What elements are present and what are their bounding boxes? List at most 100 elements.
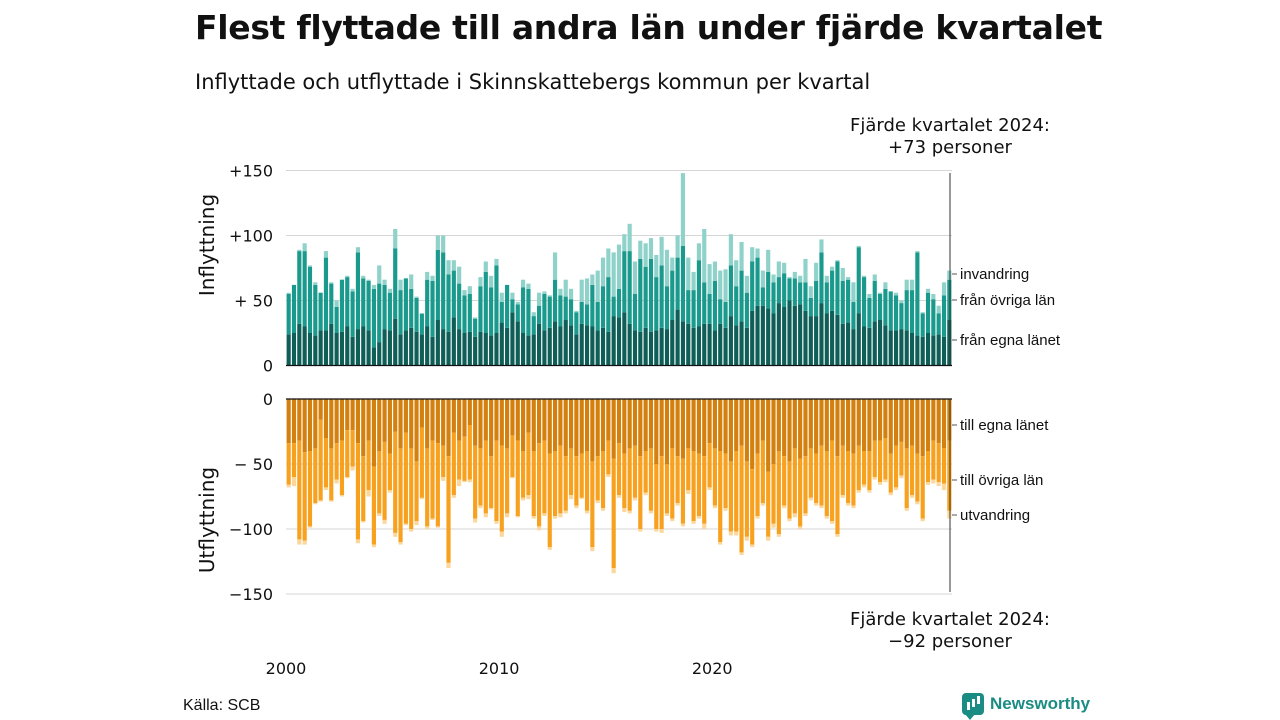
inflow-bar-segment (467, 294, 472, 332)
outflow-bar-segment (862, 484, 867, 488)
outflow-bar-segment (744, 536, 749, 541)
inflow-bar-segment (936, 313, 941, 335)
inflow-bar-segment (510, 312, 515, 366)
inflow-bar-segment (451, 270, 456, 318)
inflow-bar-segment (696, 243, 701, 261)
inflow-bar-segment (766, 249, 771, 272)
outflow-bar-segment (925, 482, 931, 485)
outflow-bar-segment (387, 490, 392, 493)
outflow-bar-segment (771, 399, 776, 464)
inflow-bar-segment (947, 270, 952, 280)
inflow-bar-segment (760, 287, 765, 306)
outflow-bar-segment (537, 526, 542, 531)
inflow-legend-label: från egna länet (960, 332, 1061, 349)
inflow-bar-segment (574, 312, 579, 335)
inflow-bar-segment (872, 321, 877, 366)
outflow-bar-segment (563, 456, 568, 511)
inflow-bar-segment (654, 255, 659, 278)
inflow-bar-segment (537, 292, 542, 306)
outflow-bar-segment (707, 443, 712, 488)
outflow-bar-segment (510, 435, 515, 477)
outflow-bar-segment (808, 497, 813, 501)
inflow-bar-segment (302, 251, 307, 327)
outflow-bar-segment (568, 448, 574, 496)
inflow-bar-segment (744, 292, 749, 328)
inflow-bar-segment (638, 258, 643, 332)
inflow-bar-segment (675, 309, 680, 366)
outflow-bar-segment (409, 399, 414, 449)
inflow-bar-segment (899, 300, 904, 304)
outflow-bar-segment (819, 399, 824, 446)
inflow-bar-segment (552, 321, 558, 366)
inflow-bar-segment (670, 320, 675, 366)
inflow-bar-segment (931, 294, 936, 300)
outflow-bar-segment (819, 505, 824, 509)
inflow-bar-segment (798, 282, 803, 305)
outflow-bar-segment (680, 523, 686, 527)
inflow-bar-segment (638, 240, 643, 259)
inflow-bar-segment (584, 325, 590, 366)
outflow-bar-segment (893, 487, 899, 490)
inflow-bar-segment (856, 245, 861, 248)
inflow-bar-segment (425, 279, 430, 327)
inflow-bar-segment (915, 252, 920, 336)
outflow-bar-segment (473, 399, 478, 446)
inflow-bar-segment (675, 257, 680, 310)
outflow-bar-segment (883, 479, 888, 483)
outflow-bar-segment (286, 484, 291, 488)
inflow-bar-segment (510, 299, 515, 313)
outflow-bar-segment (739, 552, 744, 555)
inflow-bar-segment (568, 288, 574, 300)
outflow-bar-segment (670, 518, 675, 522)
outflow-bar-segment (590, 461, 595, 548)
inflow-bar-segment (899, 303, 904, 330)
inflow-bar-segment (723, 327, 728, 366)
outflow-bar-segment (867, 399, 872, 451)
outflow-bar-segment (451, 495, 456, 498)
outflow-bar-segment (803, 399, 808, 457)
inflow-bar-segment (606, 331, 611, 366)
outflow-bar-segment (744, 399, 749, 462)
outflow-bar-segment (334, 479, 339, 484)
outflow-bar-segment (366, 440, 371, 490)
inflow-bar-segment (739, 242, 744, 271)
inflow-bar-segment (435, 249, 440, 320)
brand-logo[interactable]: Newsworthy (962, 693, 1090, 720)
outflow-bar-segment (696, 516, 701, 519)
outflow-bar-segment (760, 399, 765, 441)
outflow-bar-segment (457, 399, 462, 441)
inflow-bar-segment (947, 320, 952, 366)
outflow-bar-segment (584, 399, 590, 451)
outflow-bar-segment (750, 469, 755, 545)
outflow-bar-segment (824, 516, 829, 519)
outflow-bar-segment (941, 483, 947, 490)
outflow-bar-segment (915, 453, 920, 502)
outflow-y-axis-label: Utflyttning (195, 467, 219, 573)
outflow-bar-segment (771, 464, 776, 524)
outflow-bar-segment (664, 464, 670, 514)
inflow-bar-segment (451, 260, 456, 271)
inflow-bar-segment (904, 330, 909, 366)
inflow-bar-segment (600, 286, 606, 328)
outflow-bar-segment (920, 456, 925, 519)
inflow-bar-segment (851, 282, 856, 302)
inflow-bar-segment (787, 278, 792, 301)
inflow-bar-segment (659, 236, 664, 266)
inflow-bar-segment (616, 288, 622, 318)
inflow-bar-segment (473, 318, 478, 337)
inflow-bar-segment (398, 279, 403, 291)
outflow-bar-segment (382, 441, 387, 520)
outflow-bar-segment (345, 430, 350, 477)
inflow-bar-segment (425, 271, 430, 280)
outflow-bar-segment (377, 451, 382, 514)
outflow-bar-segment (760, 440, 765, 503)
inflow-bar-segment (856, 247, 861, 314)
outflow-legend-label: till egna länet (960, 417, 1049, 434)
annotation-inflow-line1: Fjärde kvartalet 2024: (849, 115, 1050, 136)
inflow-bar-segment (377, 283, 382, 343)
inflow-bar-segment (728, 316, 733, 366)
inflow-bar-segment (904, 279, 909, 291)
inflow-bar-segment (393, 229, 398, 249)
outflow-bar-segment (403, 432, 408, 524)
inflow-bar-segment (648, 331, 654, 366)
